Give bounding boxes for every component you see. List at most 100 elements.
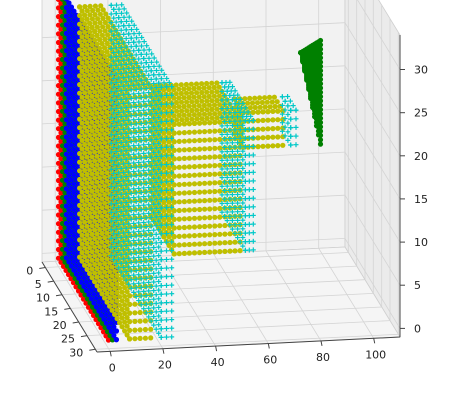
x-tick-label: 40	[211, 356, 225, 369]
x-tick-mark	[374, 338, 375, 343]
data-point	[255, 100, 260, 105]
data-point	[138, 336, 143, 341]
data-point	[187, 138, 192, 143]
data-point	[212, 206, 217, 211]
z-tick-label: 25	[414, 107, 428, 120]
data-point	[238, 248, 243, 253]
data-point	[227, 240, 232, 245]
data-point	[182, 216, 187, 221]
data-point	[172, 243, 177, 248]
data-point	[207, 206, 212, 211]
data-point	[192, 250, 197, 255]
data-point	[217, 240, 222, 245]
x-tick-label: 0	[109, 361, 116, 374]
data-point	[182, 225, 187, 230]
data-point	[192, 216, 197, 221]
data-point	[202, 250, 207, 255]
data-point	[192, 138, 197, 143]
data-point	[242, 96, 247, 101]
data-point	[172, 139, 177, 144]
data-point	[202, 120, 207, 125]
data-point	[197, 250, 202, 255]
data-point	[202, 215, 207, 220]
data-point	[256, 144, 261, 149]
data-point	[267, 95, 272, 100]
data-point	[127, 319, 132, 324]
data-point	[182, 139, 187, 144]
data-point	[177, 122, 182, 127]
data-point	[232, 240, 237, 245]
data-point	[275, 99, 280, 104]
data-point	[268, 104, 273, 109]
y-tick-mark	[89, 349, 95, 350]
data-point	[222, 232, 227, 237]
data-point	[270, 99, 275, 104]
data-point	[172, 217, 177, 222]
x-tick-mark	[163, 349, 164, 354]
data-point	[182, 190, 187, 195]
data-point	[260, 135, 265, 140]
data-point	[212, 241, 217, 246]
data-point	[172, 148, 177, 153]
data-point	[265, 135, 270, 140]
x-tick-mark	[216, 346, 217, 351]
data-point	[182, 156, 187, 161]
data-point	[187, 121, 192, 126]
data-point	[177, 234, 182, 239]
data-point	[197, 207, 202, 212]
data-point	[127, 311, 132, 316]
data-point	[202, 155, 207, 160]
data-point	[172, 131, 177, 136]
data-point	[247, 96, 252, 101]
data-point	[207, 224, 212, 229]
data-point	[272, 95, 277, 100]
data-point	[202, 172, 207, 177]
data-point	[172, 225, 177, 230]
data-point	[260, 100, 265, 105]
data-point	[212, 172, 217, 177]
data-point	[197, 147, 202, 152]
data-point	[132, 328, 137, 333]
data-point	[256, 127, 261, 132]
data-point	[212, 189, 217, 194]
data-point	[127, 293, 132, 298]
data-point	[172, 174, 177, 179]
y-tick-mark	[81, 336, 87, 337]
data-point	[212, 223, 217, 228]
data-point	[260, 127, 265, 132]
data-point	[172, 165, 177, 170]
data-point	[197, 155, 202, 160]
data-point	[172, 182, 177, 187]
data-point	[217, 249, 222, 254]
data-point	[143, 327, 148, 332]
data-point	[177, 148, 182, 153]
y-tick-label: 20	[53, 319, 67, 332]
y-tick-label: 10	[36, 292, 50, 305]
data-point	[197, 198, 202, 203]
y-tick-label: 5	[35, 278, 42, 291]
data-point	[212, 146, 217, 151]
y-tick-mark	[48, 281, 54, 282]
data-point	[260, 144, 265, 149]
data-point	[177, 182, 182, 187]
data-point	[197, 233, 202, 238]
data-point	[172, 234, 177, 239]
data-point	[275, 134, 280, 139]
data-point	[197, 164, 202, 169]
data-point	[127, 328, 132, 333]
x-tick-label: 60	[263, 354, 277, 367]
data-point	[250, 100, 255, 105]
data-point	[197, 138, 202, 143]
data-point	[257, 95, 262, 100]
data-point	[138, 319, 143, 324]
data-point	[138, 327, 143, 332]
data-point	[270, 143, 275, 148]
data-point	[217, 215, 222, 220]
data-point	[182, 147, 187, 152]
data-point	[202, 164, 207, 169]
data-point	[207, 232, 212, 237]
data-point	[260, 109, 265, 114]
y-tick-label: 25	[61, 333, 75, 346]
y-tick-label: 15	[44, 305, 58, 318]
data-point	[202, 207, 207, 212]
